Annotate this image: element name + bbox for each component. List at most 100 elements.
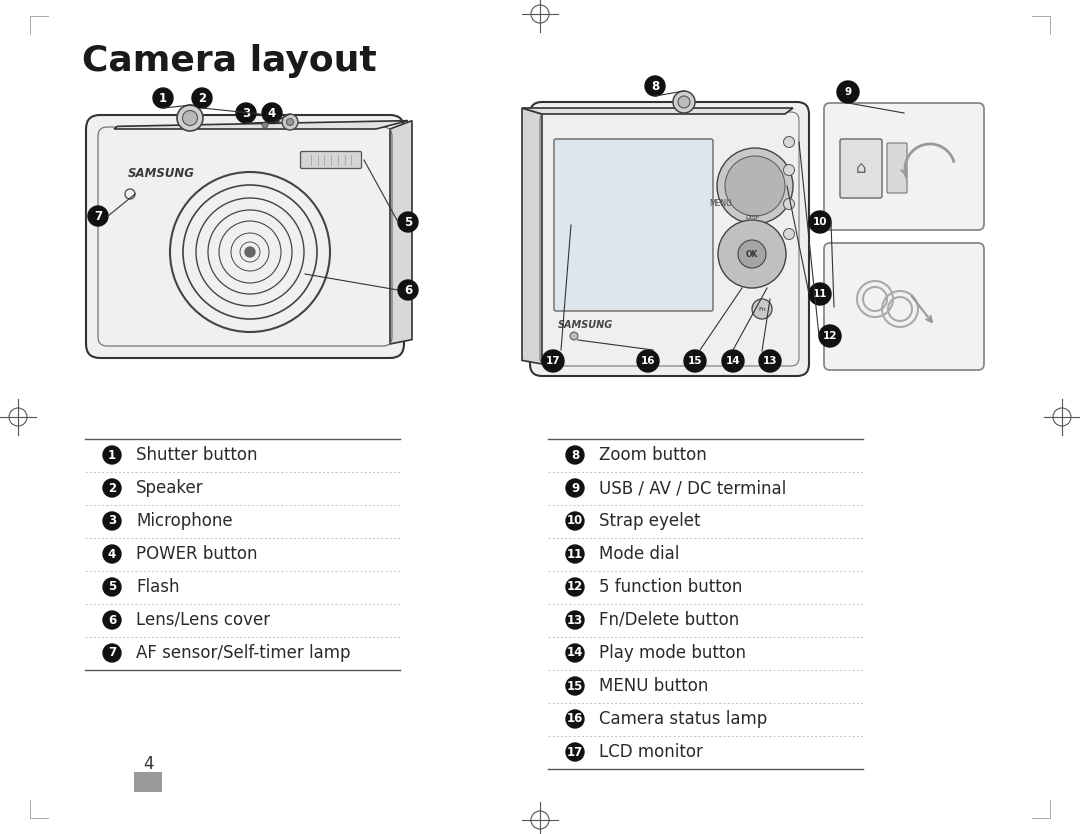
Circle shape — [738, 240, 766, 268]
Text: Shutter button: Shutter button — [136, 446, 257, 464]
Text: 3: 3 — [108, 515, 116, 527]
Text: MENU button: MENU button — [599, 677, 708, 695]
Circle shape — [399, 212, 418, 232]
Text: Zoom button: Zoom button — [599, 446, 706, 464]
Text: 5: 5 — [108, 580, 117, 594]
Text: SAMSUNG: SAMSUNG — [129, 167, 194, 180]
Circle shape — [566, 644, 584, 662]
Circle shape — [566, 677, 584, 695]
Circle shape — [783, 198, 795, 209]
Text: 1: 1 — [159, 92, 167, 104]
Circle shape — [570, 332, 578, 340]
Text: 2: 2 — [198, 92, 206, 104]
Text: ⌂: ⌂ — [855, 159, 866, 177]
Text: 9: 9 — [845, 87, 851, 97]
Circle shape — [673, 91, 696, 113]
Circle shape — [809, 211, 831, 233]
Circle shape — [723, 350, 744, 372]
Text: Fn: Fn — [758, 307, 766, 312]
Text: 14: 14 — [567, 646, 583, 660]
Text: 10: 10 — [813, 217, 827, 227]
Text: 3: 3 — [242, 107, 251, 119]
Text: DISP: DISP — [745, 215, 759, 220]
Circle shape — [717, 148, 793, 224]
Text: 6: 6 — [108, 614, 117, 626]
Circle shape — [566, 545, 584, 563]
Text: Mode dial: Mode dial — [599, 545, 679, 563]
Text: Camera layout: Camera layout — [82, 44, 377, 78]
Circle shape — [637, 350, 659, 372]
Circle shape — [237, 103, 256, 123]
FancyBboxPatch shape — [554, 139, 713, 311]
Text: Strap eyelet: Strap eyelet — [599, 512, 701, 530]
Circle shape — [645, 76, 665, 96]
Text: 16: 16 — [640, 356, 656, 366]
Polygon shape — [522, 108, 542, 364]
Circle shape — [262, 103, 282, 123]
Circle shape — [399, 280, 418, 300]
Circle shape — [837, 81, 859, 103]
Text: 5 function button: 5 function button — [599, 578, 742, 596]
Circle shape — [566, 611, 584, 629]
Text: SAMSUNG: SAMSUNG — [558, 320, 613, 330]
Circle shape — [566, 446, 584, 464]
Circle shape — [87, 206, 108, 226]
FancyBboxPatch shape — [86, 115, 404, 358]
Circle shape — [282, 114, 298, 130]
Circle shape — [678, 96, 690, 108]
Text: 8: 8 — [651, 79, 659, 93]
FancyBboxPatch shape — [840, 139, 882, 198]
Text: POWER button: POWER button — [136, 545, 257, 563]
Text: 14: 14 — [726, 356, 740, 366]
Text: Lens/Lens cover: Lens/Lens cover — [136, 611, 270, 629]
Text: Camera status lamp: Camera status lamp — [599, 710, 767, 728]
Circle shape — [752, 299, 772, 319]
Circle shape — [103, 479, 121, 497]
Text: 13: 13 — [762, 356, 778, 366]
Circle shape — [819, 325, 841, 347]
Circle shape — [566, 743, 584, 761]
Text: 9: 9 — [571, 481, 579, 495]
Text: 8: 8 — [571, 449, 579, 461]
Text: AF sensor/Self-timer lamp: AF sensor/Self-timer lamp — [136, 644, 351, 662]
Text: 10: 10 — [567, 515, 583, 527]
Circle shape — [566, 710, 584, 728]
Text: 5: 5 — [404, 215, 413, 229]
Text: Play mode button: Play mode button — [599, 644, 746, 662]
Circle shape — [262, 122, 268, 128]
Text: Microphone: Microphone — [136, 512, 232, 530]
Text: 17: 17 — [545, 356, 561, 366]
Circle shape — [684, 350, 706, 372]
Text: 12: 12 — [823, 331, 837, 341]
Text: OK: OK — [746, 249, 758, 259]
Circle shape — [759, 350, 781, 372]
Text: 12: 12 — [567, 580, 583, 594]
Text: Speaker: Speaker — [136, 479, 204, 497]
Text: 15: 15 — [567, 680, 583, 692]
Circle shape — [566, 479, 584, 497]
Circle shape — [103, 611, 121, 629]
Text: LCD monitor: LCD monitor — [599, 743, 703, 761]
Circle shape — [542, 350, 564, 372]
Text: 17: 17 — [567, 746, 583, 758]
Circle shape — [183, 110, 198, 125]
FancyBboxPatch shape — [530, 102, 809, 376]
Circle shape — [103, 578, 121, 596]
Circle shape — [245, 247, 255, 257]
Text: 11: 11 — [567, 547, 583, 560]
Circle shape — [103, 644, 121, 662]
Text: 6: 6 — [404, 284, 413, 297]
Text: 7: 7 — [94, 209, 103, 223]
Text: 4: 4 — [143, 755, 153, 773]
Polygon shape — [390, 121, 411, 344]
Text: 7: 7 — [108, 646, 116, 660]
FancyBboxPatch shape — [300, 152, 362, 168]
Circle shape — [809, 283, 831, 305]
Circle shape — [783, 229, 795, 239]
Circle shape — [566, 512, 584, 530]
Text: 15: 15 — [688, 356, 702, 366]
FancyBboxPatch shape — [134, 772, 162, 792]
Text: USB / AV / DC terminal: USB / AV / DC terminal — [599, 479, 786, 497]
Circle shape — [783, 164, 795, 175]
Text: MENU: MENU — [708, 199, 731, 208]
